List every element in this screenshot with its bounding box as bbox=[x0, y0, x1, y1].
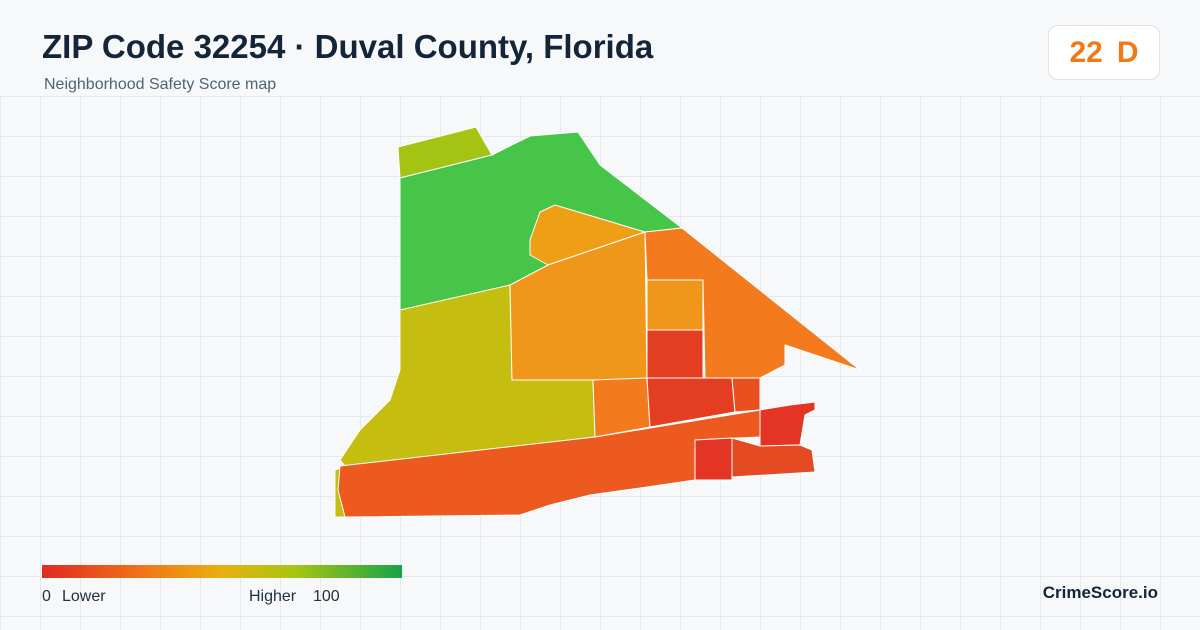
legend-min: 0 bbox=[42, 588, 51, 605]
legend-min-label: Lower bbox=[62, 588, 106, 605]
legend-max-label: Higher bbox=[249, 588, 297, 605]
region bbox=[759, 401, 816, 447]
legend-max: 100 bbox=[313, 588, 340, 605]
brand: CrimeScore.io bbox=[1042, 583, 1158, 602]
title: ZIP Code 32254 · Duval County, Florida bbox=[42, 28, 654, 65]
region bbox=[646, 329, 704, 379]
score-badge: 22 D bbox=[1048, 25, 1160, 80]
score-value: 22 bbox=[1069, 35, 1103, 69]
legend-gradient bbox=[42, 565, 402, 578]
region bbox=[509, 231, 648, 381]
score-grade: D bbox=[1116, 35, 1139, 69]
region bbox=[731, 437, 816, 478]
region bbox=[592, 377, 651, 438]
region bbox=[646, 279, 704, 331]
subtitle: Neighborhood Safety Score map bbox=[44, 76, 277, 93]
region bbox=[694, 437, 733, 481]
region bbox=[731, 377, 761, 413]
